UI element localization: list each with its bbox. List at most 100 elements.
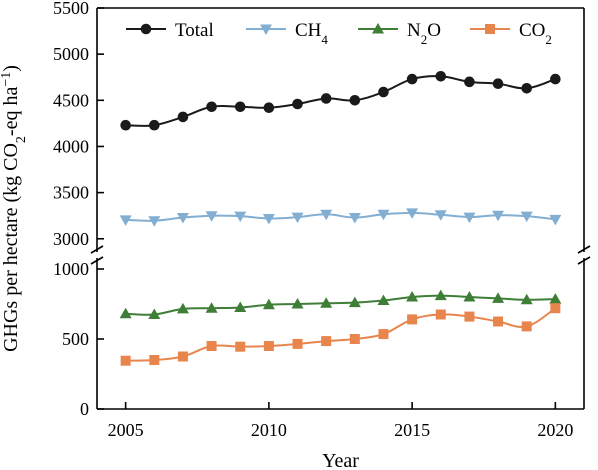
- legend-item-total: Total: [126, 20, 214, 41]
- data-point-n2o: [434, 289, 447, 301]
- data-point-n2o: [520, 293, 533, 305]
- y-tick-label: 0: [80, 399, 89, 419]
- data-point-total: [349, 95, 361, 106]
- data-point-total: [234, 101, 246, 113]
- y-axis-title-end: ): [0, 65, 22, 72]
- data-point-co2: [206, 341, 217, 351]
- data-point-total: [292, 98, 303, 110]
- data-point-n2o: [348, 296, 361, 308]
- y-tick-label: 5500: [53, 0, 89, 18]
- legend-item-n2o: N2O: [358, 20, 441, 47]
- data-point-ch4: [520, 211, 533, 223]
- data-point-total: [177, 111, 189, 123]
- y-axis-title-sup: −1: [0, 72, 14, 87]
- legend: Total CH4 N2O CO2: [126, 20, 552, 47]
- legend-label-base: Total: [175, 20, 214, 41]
- data-point-co2: [550, 303, 561, 314]
- x-tick-label: 2010: [251, 420, 287, 440]
- axes: 2005 2010 2015 2020300035004000450050005500…: [53, 0, 591, 440]
- series-n2o: [119, 289, 562, 319]
- y-axis-title: GHGs per hectare (kg CO2-eq ha−1): [0, 65, 29, 352]
- data-point-ch4: [377, 209, 390, 221]
- axis-break-mark-left-bottom: [90, 256, 104, 265]
- data-point-co2: [521, 321, 532, 332]
- series-line-co2: [125, 307, 556, 362]
- y-tick-label: 4000: [53, 136, 89, 156]
- data-point-ch4: [463, 212, 476, 224]
- data-point-n2o: [406, 291, 419, 302]
- data-point-n2o: [549, 293, 562, 304]
- y-axis-title-main: GHGs per hectare (kg CO: [0, 143, 22, 352]
- legend-label-ch4: CH4: [295, 20, 328, 47]
- data-point-ch4: [234, 211, 247, 223]
- series-co2: [120, 303, 561, 366]
- legend-label-sub: 4: [321, 32, 328, 47]
- data-point-co2: [349, 334, 360, 344]
- legend-label-base: CO: [519, 20, 545, 41]
- series-line-total: [125, 75, 556, 127]
- axis-break-mark-right-bottom: [577, 256, 591, 265]
- data-point-total: [492, 78, 504, 89]
- data-point-co2: [435, 309, 446, 320]
- y-tick-label: 4500: [53, 90, 89, 110]
- data-point-ch4: [176, 213, 189, 224]
- x-axis-title: Year: [322, 450, 359, 470]
- data-point-co2: [378, 329, 389, 340]
- series-total: [120, 71, 561, 131]
- data-point-ch4: [549, 214, 562, 226]
- data-point-n2o: [148, 308, 161, 319]
- legend-label-total: Total: [175, 20, 214, 41]
- data-point-total: [550, 73, 561, 85]
- data-point-total: [464, 76, 475, 88]
- y-axis-title-mid: -eq ha: [0, 87, 22, 137]
- y-tick-label: 5000: [53, 44, 89, 64]
- legend-label-end: O: [427, 20, 441, 41]
- data-point-ch4: [492, 210, 505, 222]
- data-point-co2: [149, 355, 160, 365]
- data-point-n2o: [205, 302, 218, 313]
- legend-label-co2: CO2: [519, 20, 552, 47]
- data-point-ch4: [320, 209, 333, 221]
- data-point-total: [435, 71, 447, 82]
- data-point-total: [406, 73, 418, 85]
- data-point-total: [521, 83, 533, 94]
- data-point-co2: [292, 338, 303, 349]
- data-point-total: [206, 101, 217, 113]
- data-point-co2: [493, 316, 504, 327]
- legend-item-co2: CO2: [470, 20, 552, 47]
- legend-item-ch4: CH4: [246, 20, 328, 47]
- data-point-n2o: [262, 298, 275, 310]
- legend-marker-total: [140, 23, 152, 35]
- data-point-co2: [464, 311, 475, 322]
- data-point-ch4: [348, 213, 361, 224]
- y-axis-title-sub: 2: [14, 136, 29, 143]
- data-point-co2: [235, 341, 246, 352]
- legend-marker-co2: [485, 24, 495, 34]
- data-point-n2o: [320, 297, 333, 308]
- data-point-co2: [177, 351, 188, 362]
- data-point-ch4: [291, 212, 304, 224]
- data-point-total: [120, 119, 131, 131]
- series-ch4: [119, 208, 562, 227]
- series-line-n2o: [125, 294, 556, 316]
- data-point-ch4: [406, 208, 419, 219]
- data-point-total: [263, 102, 275, 113]
- data-point-co2: [407, 314, 418, 325]
- data-point-n2o: [377, 294, 390, 305]
- data-point-n2o: [119, 307, 132, 319]
- data-point-n2o: [176, 302, 189, 314]
- data-point-n2o: [291, 298, 304, 309]
- data-point-co2: [120, 355, 131, 366]
- x-tick-label: 2005: [108, 420, 144, 440]
- data-point-ch4: [119, 215, 132, 226]
- data-point-ch4: [262, 213, 275, 225]
- series-line-ch4: [125, 211, 556, 222]
- y-tick-label: 1000: [53, 259, 89, 279]
- legend-label-base: CH: [295, 20, 322, 41]
- axis-break-mark-left-top: [90, 245, 104, 254]
- x-tick-label: 2020: [537, 420, 573, 440]
- series-layer: [119, 71, 562, 366]
- data-point-co2: [263, 341, 274, 351]
- data-point-total: [378, 86, 389, 98]
